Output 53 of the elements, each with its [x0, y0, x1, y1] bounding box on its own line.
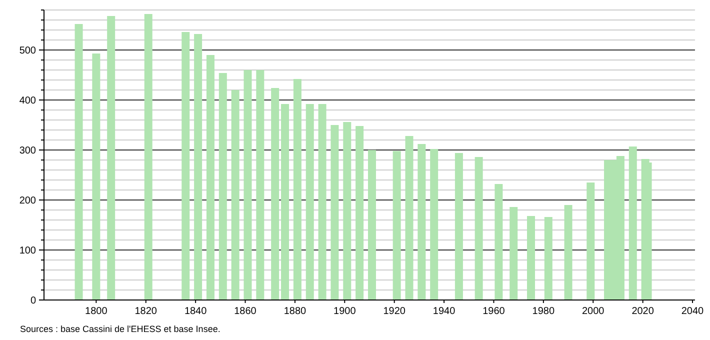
y-tick-label: 400	[19, 96, 36, 106]
bar	[244, 70, 252, 300]
bar	[564, 205, 572, 300]
bar	[474, 157, 483, 300]
x-tick-label: 2020	[632, 306, 654, 317]
bar	[107, 16, 116, 300]
bar	[586, 182, 595, 300]
y-tick-label: 100	[19, 246, 36, 256]
bar	[306, 104, 314, 300]
bar	[281, 104, 290, 300]
bar	[343, 122, 352, 300]
bar	[544, 217, 552, 300]
x-tick-label: 1820	[134, 306, 158, 317]
bar	[293, 79, 302, 300]
x-tick-label: 1960	[482, 306, 506, 317]
y-tick-label: 300	[19, 146, 36, 156]
bar	[392, 151, 401, 300]
x-tick-label: 1800	[85, 306, 108, 317]
bar	[182, 32, 190, 300]
bar	[356, 126, 364, 300]
x-tick-label: 1840	[184, 306, 208, 317]
bar	[418, 144, 426, 300]
y-tick-label: 500	[19, 46, 36, 56]
bar	[510, 207, 518, 300]
x-tick-label: 1980	[532, 306, 555, 317]
bar	[454, 153, 463, 300]
bar	[218, 73, 227, 300]
bar	[92, 54, 100, 300]
bar	[430, 149, 438, 300]
bar	[206, 55, 214, 300]
bar	[628, 146, 637, 300]
x-tick-label: 2000	[582, 306, 605, 317]
bar	[74, 24, 83, 300]
x-tick-label: 2040	[681, 306, 704, 317]
x-tick-label: 1880	[284, 306, 307, 317]
y-tick-label: 0	[30, 296, 36, 306]
x-tick-label: 1860	[234, 306, 257, 317]
bar	[405, 136, 414, 300]
bar	[330, 125, 339, 300]
bar	[527, 216, 536, 300]
x-tick-label: 1940	[432, 306, 456, 317]
bar	[194, 34, 202, 300]
bar	[271, 88, 280, 300]
x-tick-label: 1900	[334, 306, 356, 317]
y-tick-label: 200	[19, 196, 36, 206]
source-note: Sources : base Cassini de l'EHESS et base Insee.	[20, 324, 220, 334]
bar	[494, 184, 503, 300]
bar	[256, 70, 264, 300]
bar	[144, 14, 152, 300]
bar	[318, 104, 326, 300]
bar	[231, 90, 240, 300]
bar	[368, 150, 376, 300]
x-tick-label: 1920	[383, 306, 406, 317]
